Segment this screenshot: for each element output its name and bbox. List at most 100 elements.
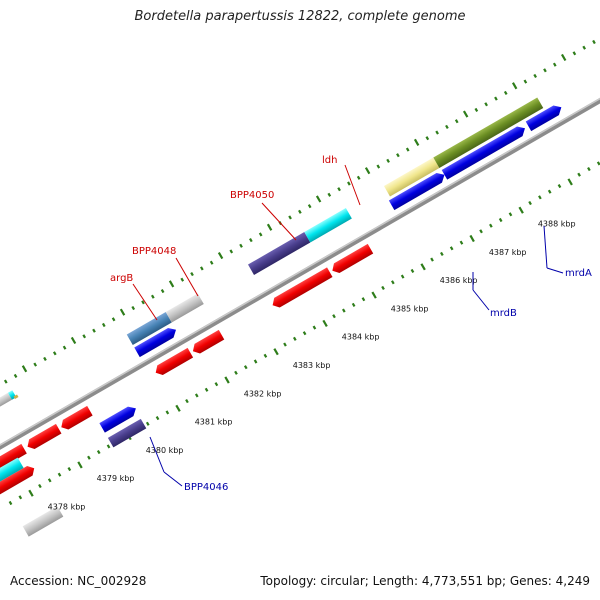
scale-tick xyxy=(141,300,145,305)
scale-tick xyxy=(190,271,194,277)
scale-tick xyxy=(577,172,581,177)
scale-tick xyxy=(204,387,209,392)
scale-tick xyxy=(312,325,317,330)
scale-labels: 4378 kbp 4379 kbp 4380 kbp 4381 kbp 4382 kbp… xyxy=(48,220,576,512)
gene-feature[interactable] xyxy=(190,329,225,356)
scale-tick-label: 4385 kbp xyxy=(391,304,429,313)
scale-tick xyxy=(364,167,371,175)
scale-tick xyxy=(454,119,459,124)
scale-tick xyxy=(258,232,263,237)
gene-feature[interactable] xyxy=(330,243,374,276)
gene-ldh[interactable] xyxy=(304,208,352,243)
scale-tick xyxy=(347,181,351,186)
scale-tick xyxy=(508,212,513,217)
scale-tick xyxy=(180,277,185,282)
scale-tick xyxy=(239,243,243,248)
gene-feature[interactable] xyxy=(59,405,93,432)
label-BPP4050[interactable]: BPP4050 xyxy=(230,190,274,201)
scale-tick xyxy=(101,322,106,328)
scale-tick xyxy=(413,138,420,146)
gene-BPP4050[interactable] xyxy=(248,232,311,275)
scale-tick xyxy=(8,500,13,506)
label-argB[interactable]: argB xyxy=(110,273,133,284)
gene-feature[interactable] xyxy=(25,423,62,452)
scale-tick-label: 4384 kbp xyxy=(342,333,380,342)
scale-tick xyxy=(3,379,8,384)
scale-tick xyxy=(119,308,126,316)
scale-tick xyxy=(92,328,96,333)
scale-tick xyxy=(592,39,596,45)
scale-tick xyxy=(547,189,552,194)
scale-tick xyxy=(229,249,234,254)
label-ldh[interactable]: ldh xyxy=(322,155,337,166)
scale-tick xyxy=(243,365,248,370)
gene-feature[interactable] xyxy=(270,267,333,310)
scale-tick xyxy=(224,376,230,384)
gene-feature[interactable] xyxy=(22,506,64,537)
scale-tick-label: 4381 kbp xyxy=(195,418,233,427)
scale-tick xyxy=(13,373,18,379)
gene-mrdA[interactable] xyxy=(433,97,544,168)
scale-tick xyxy=(106,444,111,449)
label-mrdA[interactable]: mrdA xyxy=(565,268,592,279)
gene-BPP4048[interactable] xyxy=(165,293,204,323)
scale-tick xyxy=(557,183,562,189)
scale-tick xyxy=(391,280,395,285)
backbone-line xyxy=(0,89,600,455)
scale-tick xyxy=(283,342,287,347)
scale-tick xyxy=(523,79,528,84)
gene-feature[interactable] xyxy=(13,394,19,400)
gene-feature[interactable] xyxy=(0,463,37,503)
gene-BPP4046[interactable] xyxy=(107,418,147,448)
gene-feature[interactable] xyxy=(153,347,194,378)
scale-tick xyxy=(474,107,479,112)
scale-tick-label: 4382 kbp xyxy=(244,389,282,398)
scale-tick xyxy=(160,288,165,294)
scale-tick xyxy=(518,206,524,214)
gene-mrdB[interactable] xyxy=(383,157,440,197)
gene-feature[interactable] xyxy=(0,457,24,493)
scale-tick xyxy=(266,223,273,231)
scale-tick xyxy=(341,308,346,313)
scale-tick xyxy=(420,263,426,271)
label-mrdB[interactable]: mrdB xyxy=(490,308,517,319)
gene-feature[interactable] xyxy=(0,392,12,414)
scale-tick xyxy=(150,294,155,299)
scale-tick xyxy=(469,234,475,243)
label-BPP4048[interactable]: BPP4048 xyxy=(132,246,176,257)
scale-tick xyxy=(327,192,332,197)
label-BPP4046[interactable]: BPP4046 xyxy=(184,482,228,493)
scale-tick xyxy=(298,209,302,214)
scale-tick xyxy=(503,90,508,96)
scale-tick xyxy=(425,136,430,141)
scale-tick xyxy=(479,229,483,234)
scale-tick xyxy=(82,334,87,339)
scale-tick xyxy=(234,370,238,375)
scale-tick xyxy=(96,449,101,455)
scale-tick xyxy=(494,96,498,101)
gene-feature[interactable] xyxy=(525,103,564,132)
map-title: Bordetella parapertussis 12822, complete… xyxy=(134,9,466,24)
scale-tick xyxy=(430,257,434,262)
gene-feature[interactable] xyxy=(134,325,178,358)
scale-tick xyxy=(511,82,518,90)
scale-tick xyxy=(87,455,91,460)
scale-tick xyxy=(273,348,279,356)
scale-tick xyxy=(498,217,503,223)
gene-argB[interactable] xyxy=(126,312,172,345)
scale-tick xyxy=(185,399,189,404)
scale-tick xyxy=(194,393,199,398)
gene-feature[interactable] xyxy=(0,443,27,481)
scale-tick xyxy=(57,472,62,477)
scale-tick xyxy=(484,102,488,107)
gene-feature[interactable] xyxy=(388,170,447,211)
scale-tick xyxy=(560,53,567,62)
scale-tick xyxy=(200,266,204,271)
scale-tick xyxy=(381,285,385,290)
scale-tick xyxy=(440,251,444,257)
genome-summary-text: Topology: circular; Length: 4,773,551 bp… xyxy=(260,574,590,588)
gene-feature[interactable] xyxy=(99,404,138,433)
gene-feature[interactable] xyxy=(441,124,528,180)
scale-tick xyxy=(449,246,454,251)
